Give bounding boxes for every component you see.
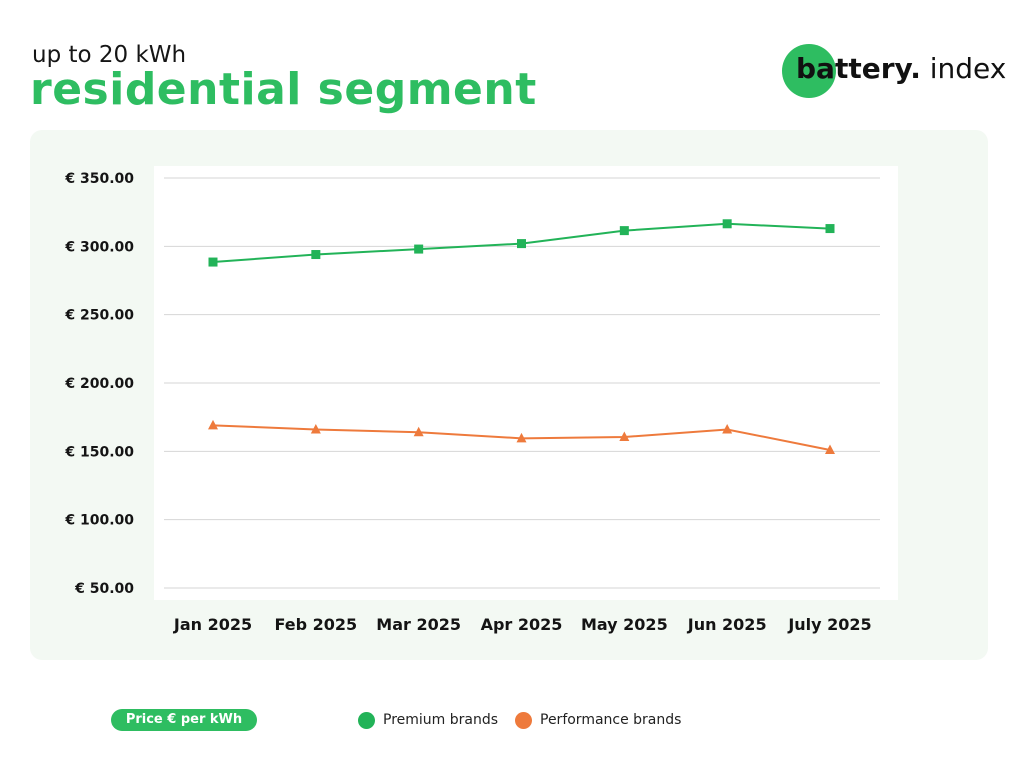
- y-tick-label: € 100.00: [64, 513, 134, 529]
- grid-lines: [164, 177, 880, 589]
- data-point: [722, 423, 733, 434]
- logo-text-light: index: [920, 52, 1007, 85]
- data-point: [619, 431, 630, 441]
- page-subtitle: up to 20 kWh: [32, 42, 187, 68]
- legend-performance-dot-icon: [515, 711, 532, 729]
- y-tick-label: € 300.00: [64, 239, 134, 255]
- y-tick-label: € 250.00: [64, 308, 134, 324]
- line-chart: € 350.00 € 300.00 € 250.00 € 200.00 € 150.00…: [64, 166, 898, 634]
- data-point: [619, 226, 629, 236]
- logo-circle-icon: [782, 44, 836, 98]
- series-layer: [208, 219, 835, 454]
- page-title: residential segment: [30, 64, 537, 115]
- legend-premium-label: Premium brands: [383, 712, 499, 728]
- x-tick-label: Apr 2025: [481, 615, 563, 634]
- data-point: [825, 224, 835, 234]
- data-point: [310, 423, 321, 434]
- data-point: [517, 239, 526, 249]
- data-point: [311, 250, 321, 260]
- logo-text: battery. index: [796, 52, 1006, 85]
- legend-premium-dot-icon: [358, 711, 375, 729]
- logo-text-bold: battery.: [796, 52, 921, 85]
- y-tick-label: € 200.00: [64, 376, 134, 392]
- x-tick-label: Jun 2025: [687, 615, 767, 634]
- y-axis-tick-labels: € 350.00 € 300.00 € 250.00 € 200.00 € 150.00…: [64, 171, 134, 597]
- unit-badge: Price € per kWh: [111, 709, 257, 731]
- data-point: [722, 219, 732, 229]
- x-tick-label: May 2025: [581, 615, 668, 634]
- x-tick-label: Feb 2025: [274, 615, 357, 634]
- battery-index-logo: battery. index: [782, 44, 1006, 98]
- y-tick-label: € 150.00: [64, 444, 134, 460]
- data-point: [825, 444, 835, 454]
- data-point: [413, 426, 424, 437]
- x-tick-label: Jan 2025: [173, 615, 252, 634]
- y-tick-label: € 50.00: [74, 581, 134, 597]
- y-tick-label: € 350.00: [64, 171, 134, 187]
- data-point: [414, 244, 424, 254]
- chart-card: € 350.00 € 300.00 € 250.00 € 200.00 € 150.00…: [30, 130, 988, 660]
- legend-item-performance: Performance brands: [515, 710, 681, 730]
- data-point: [516, 432, 527, 443]
- legend-performance-label: Performance brands: [540, 712, 682, 728]
- legend-item-premium: Premium brands: [358, 710, 498, 730]
- x-tick-label: July 2025: [787, 615, 871, 634]
- data-point: [208, 419, 218, 430]
- data-point: [208, 257, 218, 267]
- x-axis-tick-labels: Jan 2025 Feb 2025 Mar 2025 Apr 2025 May 2025…: [173, 615, 872, 634]
- x-tick-label: Mar 2025: [376, 615, 461, 634]
